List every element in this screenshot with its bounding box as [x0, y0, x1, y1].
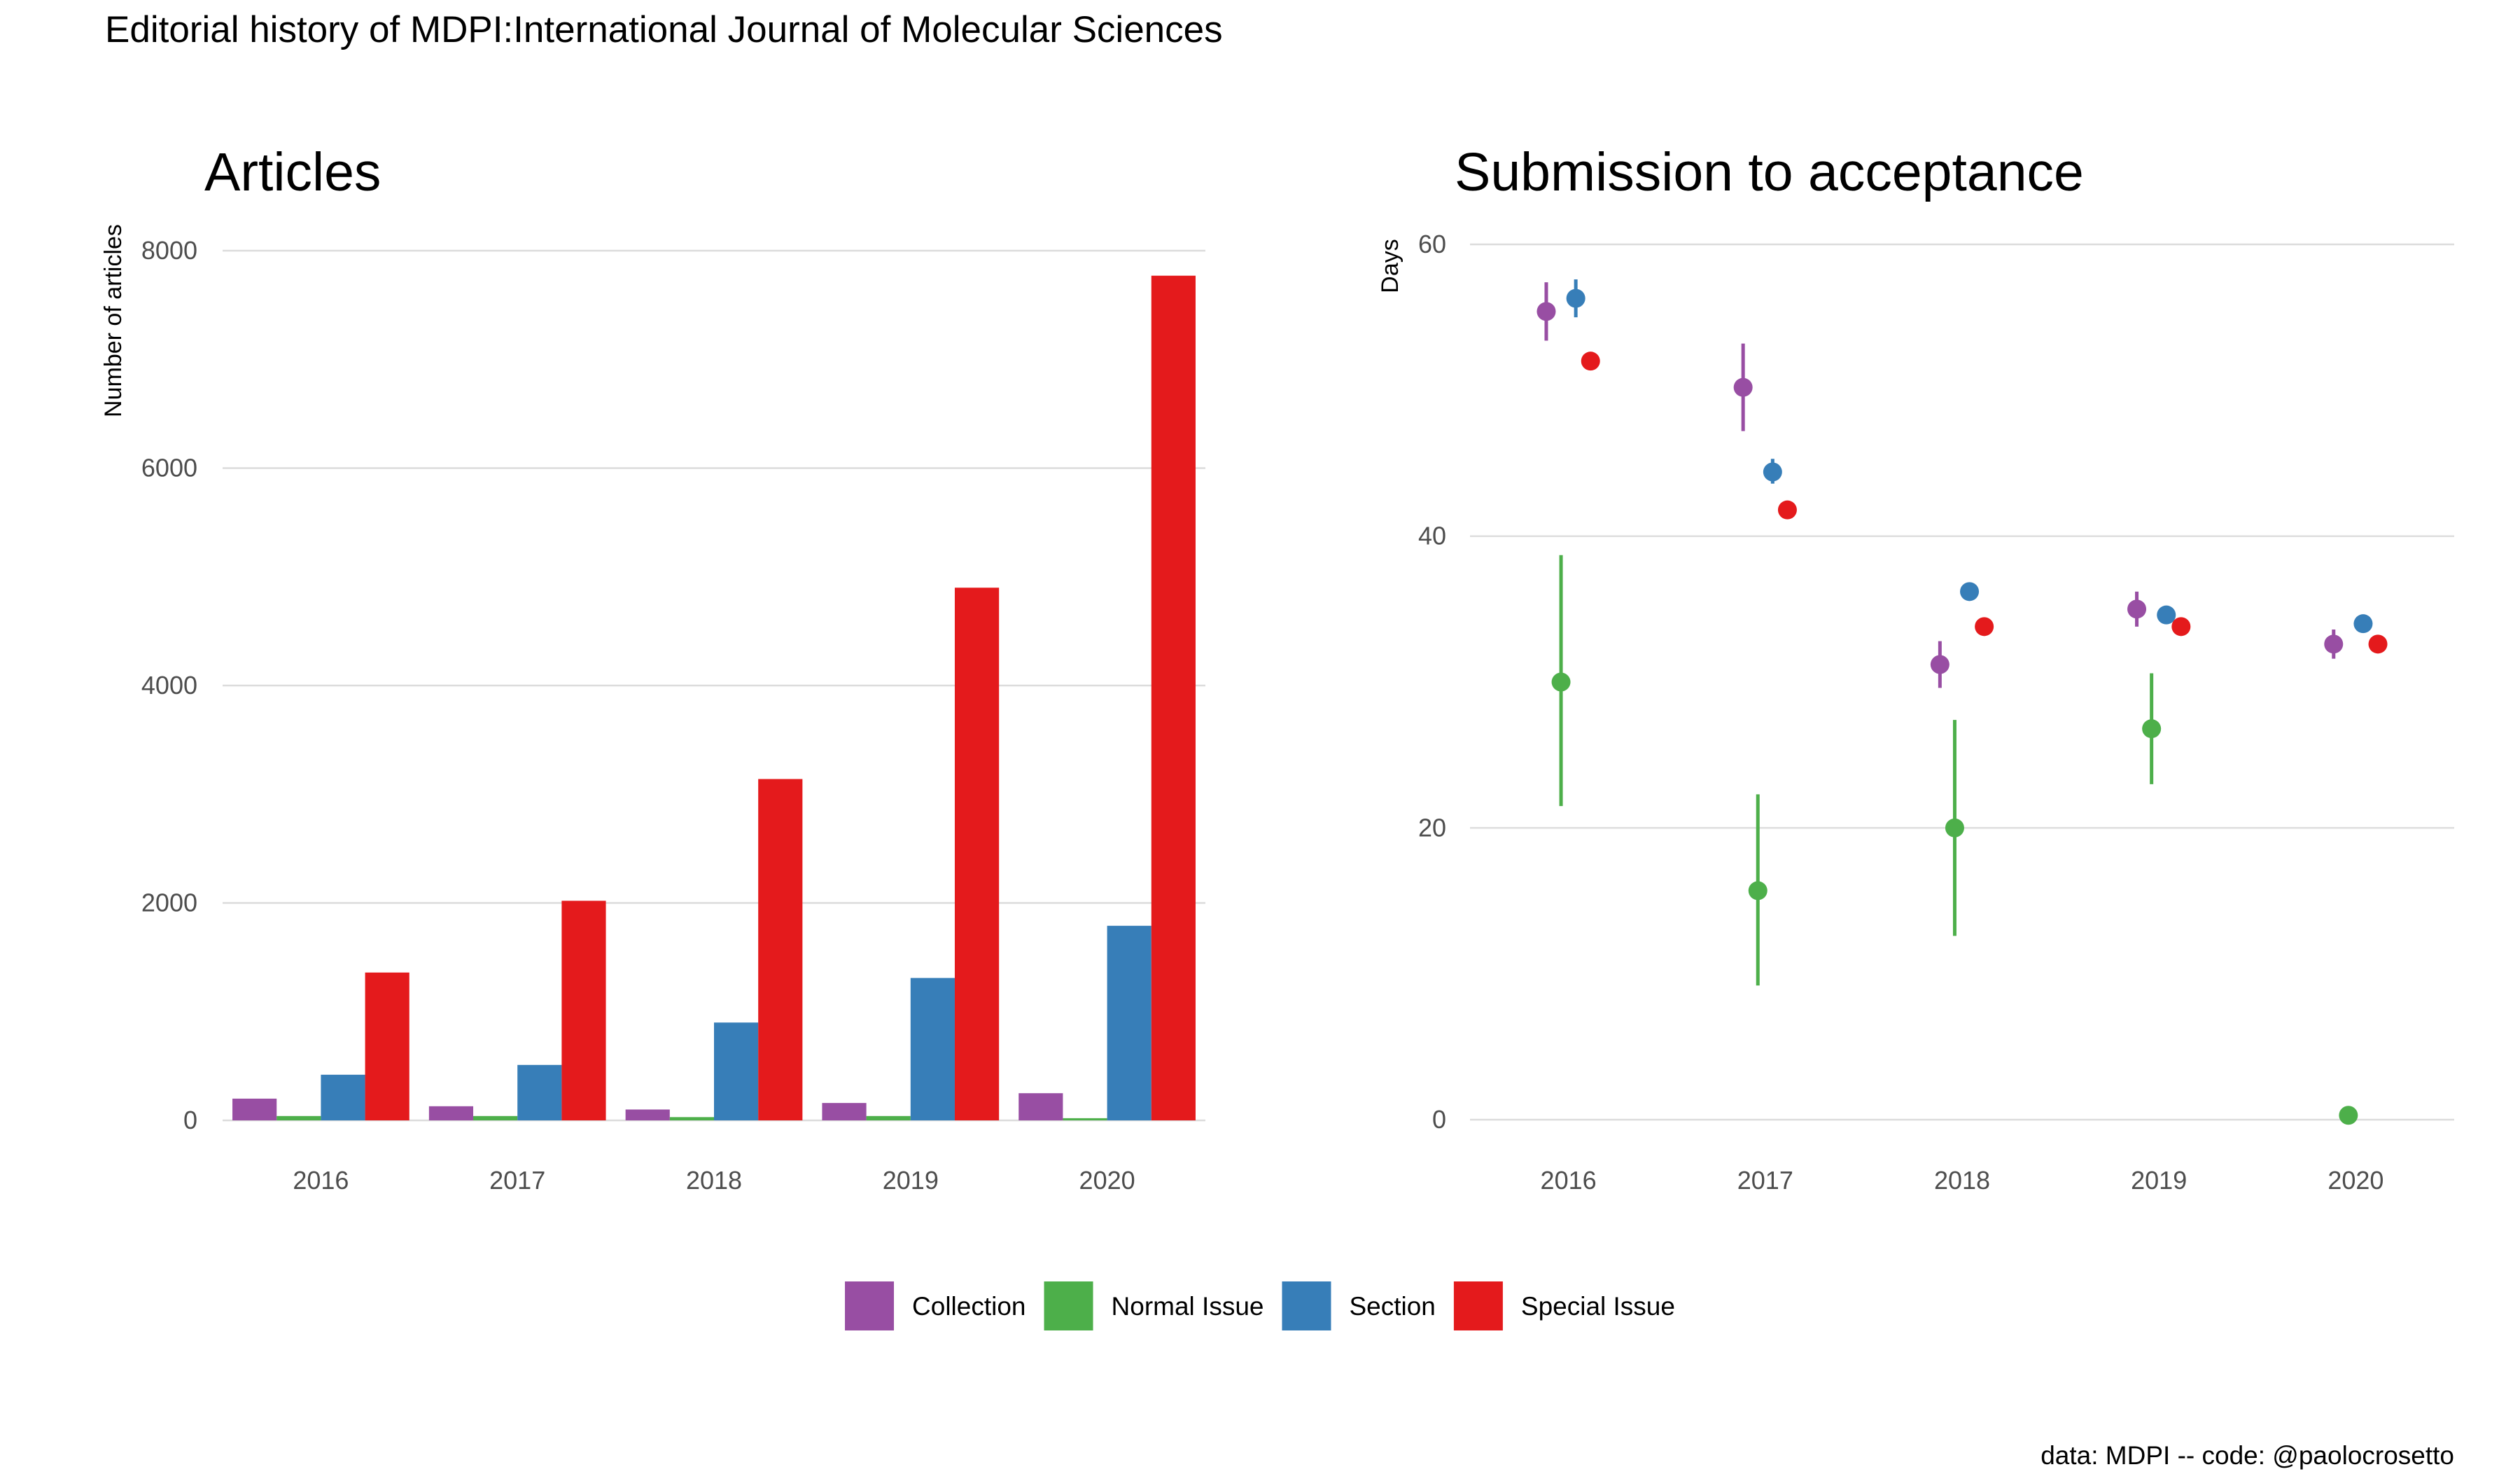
legend-label-section: Section [1349, 1292, 1435, 1321]
point-collection-2020 [2324, 634, 2344, 654]
legend-key-special-issue [1453, 1281, 1503, 1330]
bar-section-2020 [1107, 926, 1152, 1120]
bar-collection-2020 [1018, 1093, 1063, 1120]
point-normal-issue-2018 [1945, 818, 1964, 837]
articles-panel: Articles Number of articles 0 2000 4000 600… [100, 142, 1205, 1195]
bar-section-2019 [910, 978, 955, 1120]
point-normal-issue-2017 [1748, 881, 1768, 901]
articles-y-axis-label: Number of articles [100, 224, 127, 417]
articles-y-tick-label: 0 [183, 1106, 197, 1134]
point-collection-2017 [1733, 377, 1753, 397]
point-normal-issue-2019 [2142, 719, 2162, 739]
articles-x-tick-label: 2016 [293, 1166, 349, 1195]
days-x-tick-label: 2018 [1934, 1166, 1990, 1195]
days-y-tick-label: 20 [1418, 813, 1446, 842]
submission-to-acceptance-panel: Submission to acceptance Days 0 20 40 60 20… [1377, 142, 2454, 1195]
point-section-2018 [1960, 582, 1980, 602]
legend-key-normal-issue [1044, 1281, 1093, 1330]
bar-normal-issue-2019 [866, 1115, 911, 1120]
bar-section-2018 [714, 1022, 759, 1120]
articles-panel-title: Articles [204, 142, 381, 202]
point-collection-2016 [1536, 302, 1556, 321]
articles-y-tick-label: 6000 [141, 454, 197, 482]
bar-normal-issue-2020 [1063, 1118, 1107, 1120]
bar-collection-2016 [232, 1098, 277, 1120]
legend-label-normal-issue: Normal Issue [1112, 1292, 1264, 1321]
bar-special-issue-2020 [1151, 275, 1196, 1120]
days-y-tick-label: 60 [1418, 230, 1446, 258]
legend-label-special-issue: Special Issue [1521, 1292, 1675, 1321]
days-x-tick-label: 2020 [2328, 1166, 2384, 1195]
bar-collection-2019 [822, 1103, 867, 1120]
caption: data: MDPI -- code: @paolocrosetto [2040, 1441, 2454, 1470]
bar-special-issue-2016 [365, 972, 410, 1120]
legend-key-section [1282, 1281, 1331, 1330]
point-section-2017 [1763, 462, 1782, 482]
days-x-tick-label: 2017 [1737, 1166, 1793, 1195]
articles-x-tick-label: 2018 [686, 1166, 742, 1195]
point-special-issue-2019 [2171, 617, 2191, 637]
days-panel-title: Submission to acceptance [1455, 142, 2084, 202]
point-special-issue-2020 [2368, 634, 2388, 654]
bar-collection-2017 [428, 1106, 474, 1120]
bar-special-issue-2018 [758, 779, 803, 1120]
point-normal-issue-2020 [2339, 1106, 2358, 1125]
bar-normal-issue-2018 [669, 1117, 714, 1120]
legend-key-collection [845, 1281, 895, 1330]
point-special-issue-2017 [1777, 500, 1797, 520]
articles-x-tick-label: 2019 [883, 1166, 939, 1195]
point-section-2020 [2353, 614, 2373, 634]
articles-y-tick-label: 2000 [141, 889, 197, 917]
articles-x-tick-label: 2017 [489, 1166, 545, 1195]
point-section-2016 [1566, 288, 1586, 308]
point-collection-2019 [2127, 599, 2147, 619]
bar-section-2017 [517, 1064, 562, 1120]
days-y-tick-label: 40 [1418, 522, 1446, 550]
bar-special-issue-2017 [561, 901, 606, 1120]
legend-label-collection: Collection [912, 1292, 1026, 1321]
days-y-axis-label: Days [1377, 239, 1404, 293]
point-special-issue-2016 [1581, 352, 1600, 371]
articles-y-tick-label: 4000 [141, 671, 197, 700]
days-x-tick-label: 2016 [1541, 1166, 1597, 1195]
articles-y-tick-label: 8000 [141, 236, 197, 265]
bar-section-2016 [321, 1074, 365, 1120]
bar-normal-issue-2017 [473, 1115, 518, 1120]
days-y-tick-label: 0 [1432, 1105, 1446, 1134]
point-collection-2018 [1930, 655, 1949, 674]
figure-title: Editorial history of MDPI:International … [105, 9, 1223, 50]
legend: Collection Normal Issue Section Special Iss… [845, 1281, 1675, 1330]
bar-normal-issue-2016 [276, 1115, 321, 1120]
bar-special-issue-2019 [954, 587, 1000, 1120]
bar-collection-2018 [625, 1109, 670, 1120]
point-normal-issue-2016 [1551, 672, 1571, 692]
articles-x-tick-label: 2020 [1079, 1166, 1135, 1195]
point-special-issue-2018 [1975, 617, 1994, 637]
days-x-tick-label: 2019 [2131, 1166, 2187, 1195]
point-section-2019 [2157, 605, 2176, 625]
